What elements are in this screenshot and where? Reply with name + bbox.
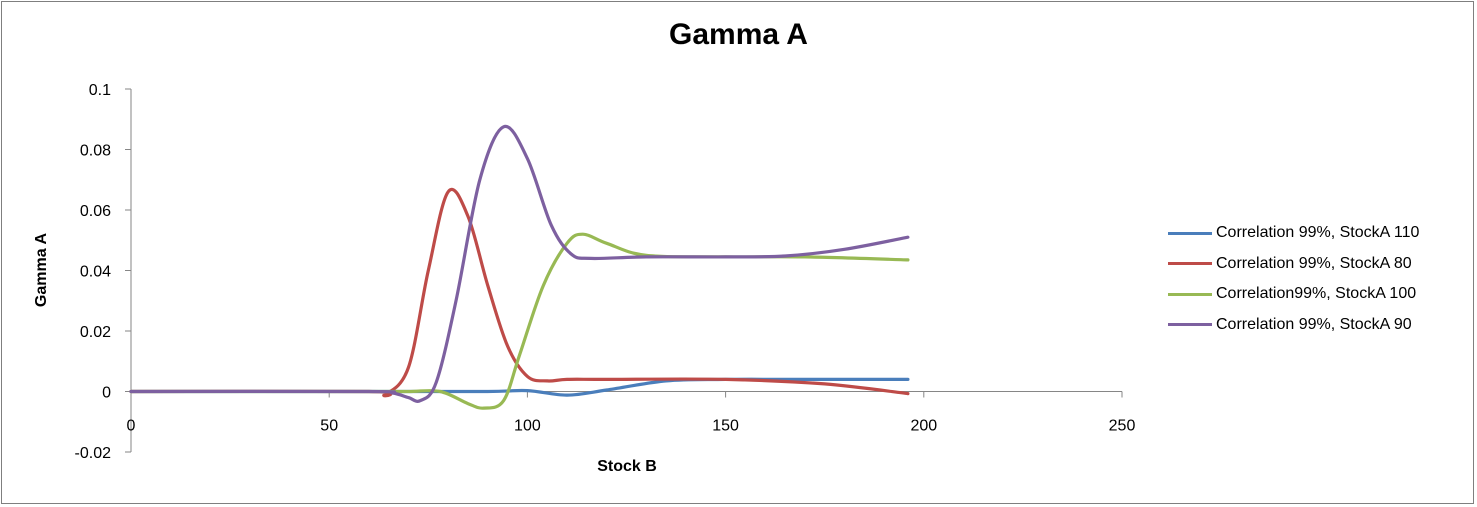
x-tick-label: 150	[712, 418, 739, 435]
y-tick-label: 0.08	[80, 143, 111, 160]
series-line-4	[129, 124, 910, 403]
legend-swatch	[1168, 262, 1212, 266]
y-tick-label: 0.02	[80, 324, 111, 341]
x-tick-label: 50	[320, 418, 338, 435]
y-tick-label: 0.1	[89, 82, 111, 99]
series-lines	[129, 124, 910, 410]
legend-label: Correlation99%, StockA 100	[1216, 285, 1417, 303]
legend-item: Correlation99%, StockA 100	[1168, 279, 1419, 310]
x-tick-label: 100	[514, 418, 541, 435]
legend-item: Correlation 99%, StockA 110	[1168, 218, 1419, 249]
legend-label: Correlation 99%, StockA 110	[1216, 224, 1420, 242]
legend-item: Correlation 99%, StockA 90	[1168, 310, 1419, 341]
legend-swatch	[1168, 292, 1212, 296]
x-tick-label: 200	[910, 418, 937, 435]
y-tick-label: -0.02	[75, 445, 112, 462]
series-line-2	[129, 188, 910, 398]
x-tick-label: 0	[127, 418, 136, 435]
legend-swatch	[1168, 231, 1212, 235]
y-tick-label: 0	[102, 385, 111, 402]
legend-label: Correlation 99%, StockA 90	[1216, 315, 1412, 333]
chart-title: Gamma A	[669, 18, 808, 51]
y-axis-title: Gamma A	[33, 232, 50, 308]
y-tick-label: 0.06	[80, 203, 111, 220]
axes: -0.02 0 0.02 0.04 0.06 0.08 0.1 0 50 100 150 200 250	[75, 82, 1136, 462]
legend: Correlation 99%, StockA 110 Correlation 9…	[1168, 218, 1419, 340]
legend-label: Correlation 99%, StockA 80	[1216, 254, 1412, 272]
legend-item: Correlation 99%, StockA 80	[1168, 249, 1419, 280]
y-tick-label: 0.04	[80, 264, 111, 281]
legend-swatch	[1168, 323, 1212, 327]
x-axis-title: Stock B	[597, 458, 657, 475]
x-tick-label: 250	[1109, 418, 1136, 435]
